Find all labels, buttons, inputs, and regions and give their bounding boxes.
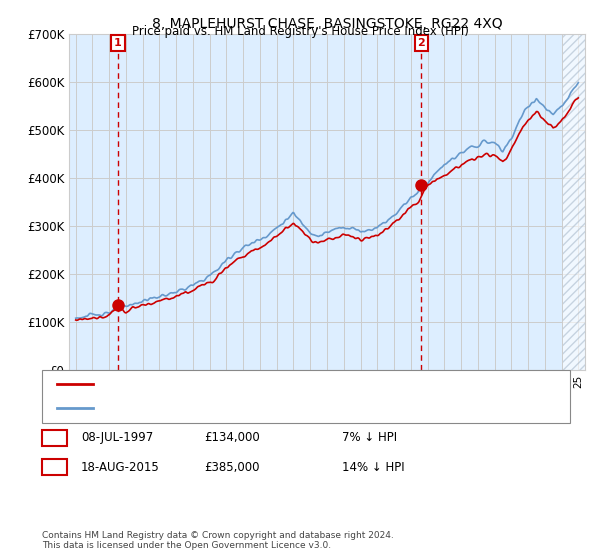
Text: 8, MAPLEHURST CHASE, BASINGSTOKE, RG22 4XQ (detached house): 8, MAPLEHURST CHASE, BASINGSTOKE, RG22 4… — [99, 379, 457, 389]
Text: HPI: Average price, detached house, Basingstoke and Deane: HPI: Average price, detached house, Basi… — [99, 403, 415, 413]
Text: 2: 2 — [418, 38, 425, 48]
Text: 7% ↓ HPI: 7% ↓ HPI — [342, 431, 397, 445]
Text: Contains HM Land Registry data © Crown copyright and database right 2024.
This d: Contains HM Land Registry data © Crown c… — [42, 530, 394, 550]
Text: 14% ↓ HPI: 14% ↓ HPI — [342, 460, 404, 474]
Text: 2: 2 — [50, 460, 59, 474]
Text: 18-AUG-2015: 18-AUG-2015 — [81, 460, 160, 474]
Title: 8, MAPLEHURST CHASE, BASINGSTOKE, RG22 4XQ: 8, MAPLEHURST CHASE, BASINGSTOKE, RG22 4… — [152, 17, 502, 31]
Text: Price paid vs. HM Land Registry's House Price Index (HPI): Price paid vs. HM Land Registry's House … — [131, 25, 469, 38]
Text: 1: 1 — [114, 38, 122, 48]
Text: £385,000: £385,000 — [204, 460, 260, 474]
Text: 08-JUL-1997: 08-JUL-1997 — [81, 431, 153, 445]
Text: £134,000: £134,000 — [204, 431, 260, 445]
Text: 1: 1 — [50, 431, 59, 445]
